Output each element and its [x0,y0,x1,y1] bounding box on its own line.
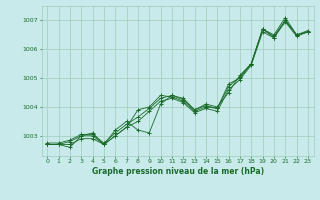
X-axis label: Graphe pression niveau de la mer (hPa): Graphe pression niveau de la mer (hPa) [92,167,264,176]
